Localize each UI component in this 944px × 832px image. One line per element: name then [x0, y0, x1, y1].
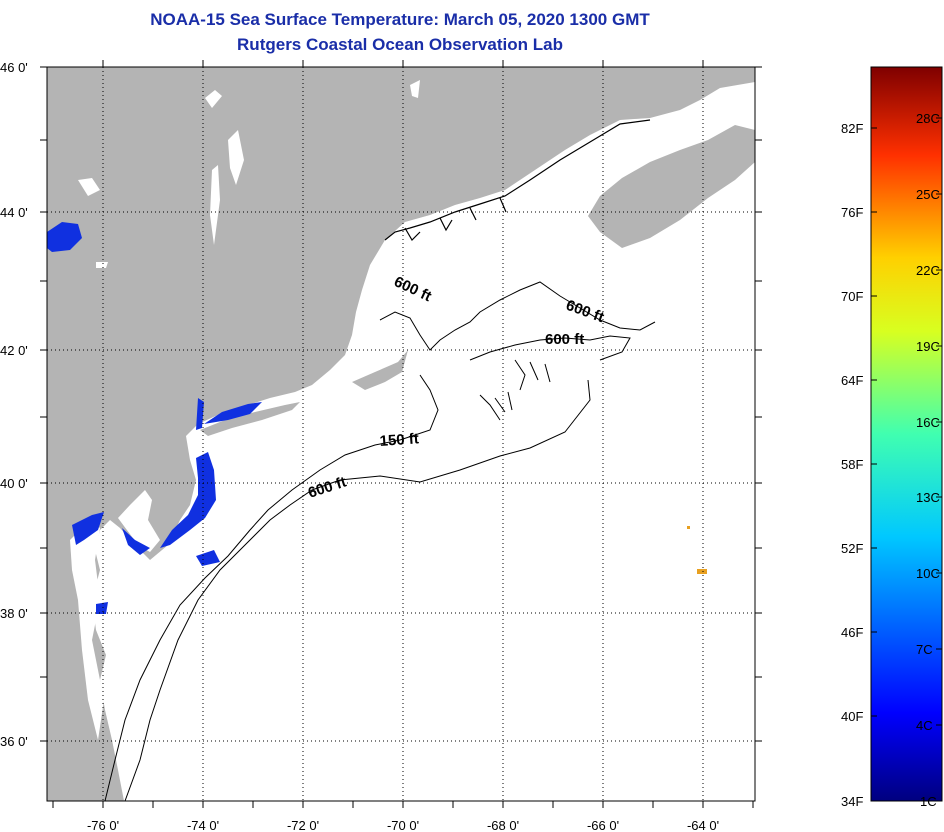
lon-label: -72 0' [287, 818, 319, 832]
colorbar-c-label: 25C [916, 187, 940, 202]
lat-label: 40 0' [0, 476, 28, 491]
lon-label: -74 0' [187, 818, 219, 832]
contour-600ft-gulf-maine [379, 281, 656, 351]
water-chesapeake-bay [70, 520, 104, 740]
map-title: NOAA-15 Sea Surface Temperature: March 0… [150, 10, 650, 29]
colorbar-c-label: 4C [916, 718, 933, 733]
colorbar-f-label: 64F [841, 373, 863, 388]
colorbar-c-label: 13C [916, 490, 940, 505]
lon-label: -76 0' [87, 818, 119, 832]
lat-label: 36 0' [0, 734, 28, 749]
colorbar-f-label: 40F [841, 709, 863, 724]
colorbar-c-label: 10C [916, 566, 940, 581]
cold-water-nj-coast [160, 452, 216, 548]
land-mainland [47, 67, 755, 801]
colorbar-ticks [871, 117, 942, 726]
map-subtitle: Rutgers Coastal Ocean Observation Lab [237, 35, 563, 54]
cold-water-li-sound [204, 402, 262, 424]
colorbar-f-label: 82F [841, 121, 863, 136]
colorbar-f-label: 46F [841, 625, 863, 640]
lat-label: 46 0' [0, 60, 28, 75]
contour-600ft-georges [469, 335, 631, 361]
colorbar-c-label: 22C [916, 263, 940, 278]
colorbar-f-label: 34F [841, 794, 863, 809]
contour-150ft [104, 374, 439, 801]
colorbar-f-label: 76F [841, 205, 863, 220]
cold-water-chesapeake [72, 512, 108, 614]
colorbar-f-label: 70F [841, 289, 863, 304]
colorbar-f-label: 52F [841, 541, 863, 556]
contour-600ft-shelf [124, 379, 591, 801]
land-cape-cod [352, 350, 408, 390]
lon-label: -66 0' [587, 818, 619, 832]
contour-label: 600 ft [545, 331, 584, 348]
georges-bank-shoals [479, 359, 551, 421]
water-delaware-bay [118, 490, 160, 552]
colorbar-c-label: 19C [916, 339, 940, 354]
colorbar-c-label: 7C [916, 642, 933, 657]
land-nova-scotia [588, 125, 755, 248]
lon-label: -70 0' [387, 818, 419, 832]
lat-label: 42 0' [0, 343, 28, 358]
cold-water-hudson [196, 398, 204, 430]
coastline-detail [384, 119, 651, 241]
colorbar-f-label: 58F [841, 457, 863, 472]
colorbar-c-label: 28C [916, 111, 940, 126]
lat-label: 38 0' [0, 606, 28, 621]
lake-ontario [47, 222, 82, 252]
land-long-island [200, 402, 300, 436]
cold-water-delaware [122, 528, 220, 566]
colorbar [870, 66, 943, 802]
axis-ticks [40, 60, 762, 808]
colorbar-c-label: 1C [920, 794, 937, 809]
lon-label: -64 0' [687, 818, 719, 832]
colorbar-c-label: 16C [916, 415, 940, 430]
lat-label: 44 0' [0, 205, 28, 220]
lon-label: -68 0' [487, 818, 519, 832]
warm-spot [697, 569, 707, 574]
map-frame [46, 66, 756, 802]
contour-label: 150 ft [379, 430, 419, 450]
warm-spot [687, 526, 690, 529]
